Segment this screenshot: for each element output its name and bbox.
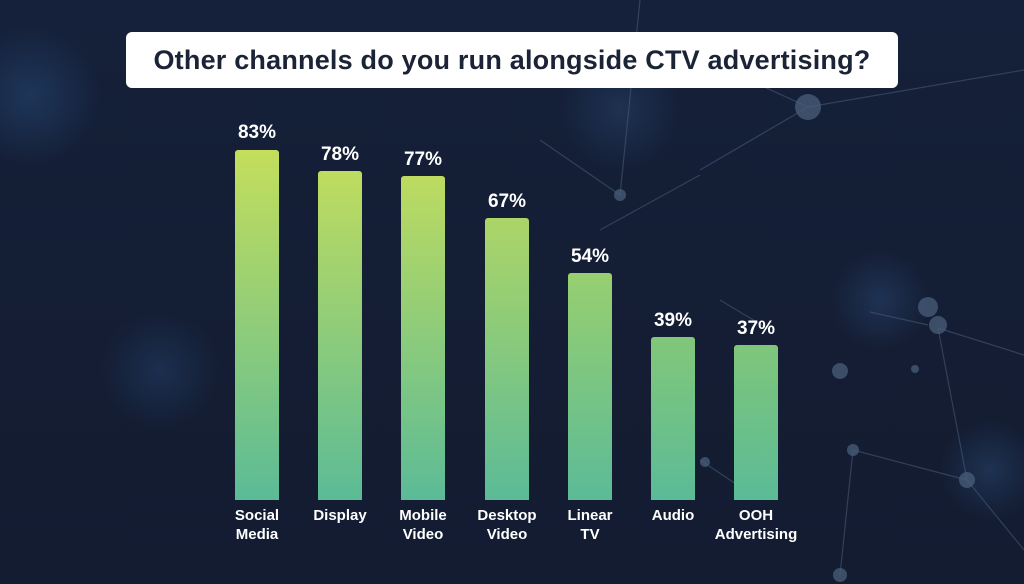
value-label-display: 78%: [320, 144, 360, 165]
bar-audio: [651, 337, 695, 500]
chart-title: Other channels do you run alongside CTV …: [153, 44, 871, 75]
category-label-mobile-video: Mobile Video: [399, 507, 447, 543]
bar-display: [318, 171, 362, 500]
bar-linear-tv: [568, 273, 612, 500]
category-label-social-media: Social Media: [234, 507, 280, 543]
bar-desktop-video: [485, 218, 529, 500]
category-label-display: Display: [313, 507, 367, 524]
chart-title-box: Other channels do you run alongside CTV …: [126, 32, 898, 88]
value-label-desktop-video: 67%: [487, 191, 527, 212]
value-label-audio: 39%: [653, 310, 693, 331]
category-label-desktop-video: Desktop Video: [477, 507, 537, 543]
bar-ooh-advertising: [734, 345, 778, 500]
value-label-linear-tv: 54%: [570, 246, 610, 267]
value-label-social-media: 83%: [237, 122, 277, 143]
value-label-mobile-video: 77%: [403, 149, 443, 170]
category-label-audio: Audio: [651, 507, 695, 524]
bar-mobile-video: [401, 176, 445, 500]
category-label-ooh-advertising: OOH Advertising: [714, 507, 798, 543]
category-label-linear-tv: Linear TV: [567, 507, 613, 543]
value-label-ooh-advertising: 37%: [736, 318, 776, 339]
bar-social-media: [235, 150, 279, 500]
